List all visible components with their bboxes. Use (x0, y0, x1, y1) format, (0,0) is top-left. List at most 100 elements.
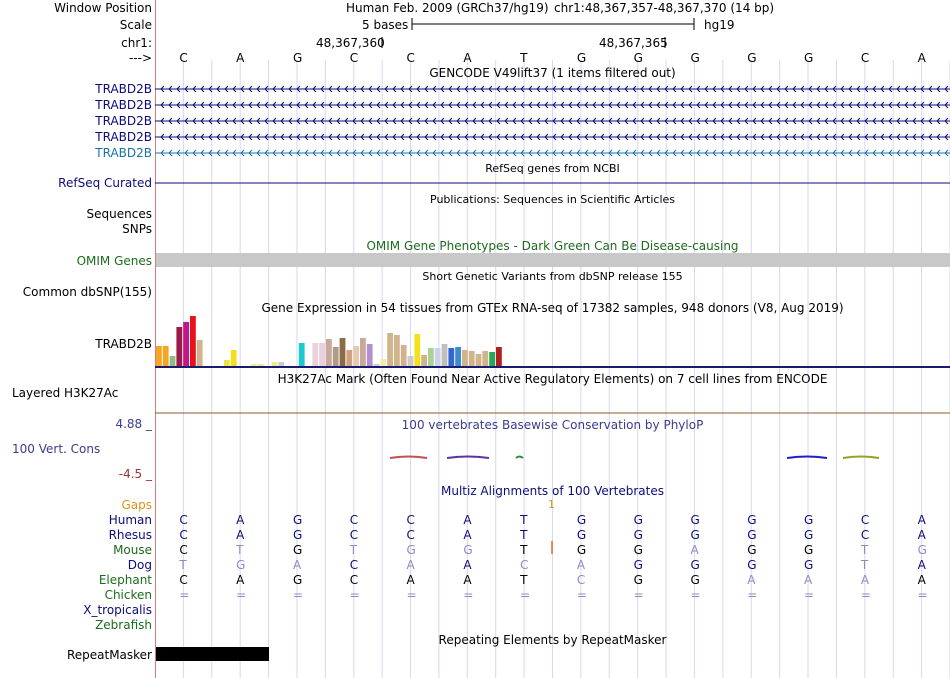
omim-genes-label[interactable]: OMIM Genes (76, 254, 152, 268)
strand-arrow (672, 149, 677, 157)
gtex-tissue-bar (258, 364, 264, 366)
species-label[interactable]: Dog (127, 558, 152, 572)
strand-arrow (240, 133, 245, 141)
species-label[interactable]: Zebrafish (95, 618, 152, 632)
phylop-label[interactable]: 100 Vert. Cons (12, 442, 101, 456)
strand-arrow (776, 149, 781, 157)
species-label[interactable]: Mouse (113, 543, 152, 557)
gencode-transcript-label[interactable]: TRABD2B (95, 114, 152, 128)
strand-arrow (176, 133, 181, 141)
strand-arrow (640, 133, 645, 141)
strand-arrow (592, 85, 597, 93)
sequences-label[interactable]: Sequences (86, 207, 152, 221)
strand-arrow (624, 133, 629, 141)
strand-arrow (464, 149, 469, 157)
strand-arrow (752, 101, 757, 109)
strand-arrow (440, 117, 445, 125)
strand-arrow (664, 117, 669, 125)
phylop-track-title[interactable]: 100 vertebrates Basewise Conservation by… (401, 418, 704, 432)
strand-arrow (560, 117, 565, 125)
strand-arrow (560, 85, 565, 93)
strand-arrow (176, 149, 181, 157)
strand-arrow (256, 101, 261, 109)
gtex-tissue-bar (387, 333, 393, 366)
refseq-track-title[interactable]: RefSeq genes from NCBI (485, 162, 620, 175)
repeatmasker-track-title[interactable]: Repeating Elements by RepeatMasker (438, 633, 667, 647)
phylop-score-mark (842, 455, 880, 459)
gtex-tissue-bar (319, 343, 325, 366)
strand-arrow (496, 85, 501, 93)
strand-arrow (384, 133, 389, 141)
strand-arrow (488, 85, 493, 93)
h3k27ac-track-title[interactable]: H3K27Ac Mark (Often Found Near Active Re… (277, 372, 828, 386)
alignment-base: A (292, 558, 302, 572)
strand-arrow (632, 117, 637, 125)
species-label[interactable]: Rhesus (108, 528, 152, 542)
alignment-base: G (633, 513, 643, 527)
dbsnp-label[interactable]: Common dbSNP(155) (22, 285, 152, 299)
strand-arrow (888, 101, 893, 109)
repeatmasker-label[interactable]: RepeatMasker (66, 648, 152, 662)
phylop-min-label: -4.5 _ (118, 467, 152, 481)
strand-arrow (328, 85, 333, 93)
strand-arrow (736, 117, 741, 125)
strand-arrow (280, 101, 285, 109)
strand-arrow (600, 149, 605, 157)
alignment-base: G (690, 558, 700, 572)
alignment-base: A (463, 528, 472, 542)
coord-left: 48,367,360 (316, 36, 385, 50)
strand-arrow (336, 117, 341, 125)
publications-track-title[interactable]: Publications: Sequences in Scientific Ar… (430, 193, 675, 206)
strand-arrow (672, 85, 677, 93)
gtex-gene-label[interactable]: TRABD2B (95, 337, 152, 351)
strand-arrow (248, 85, 253, 93)
snps-label[interactable]: SNPs (122, 222, 152, 236)
gencode-track-title[interactable]: GENCODE V49lift37 (1 items filtered out) (429, 66, 676, 80)
strand-arrow (512, 117, 517, 125)
gtex-tissue-bar (169, 356, 176, 366)
strand-arrow (352, 85, 357, 93)
strand-arrow (432, 149, 437, 157)
strand-arrow (800, 101, 805, 109)
species-label[interactable]: Human (108, 513, 152, 527)
strand-arrow (600, 85, 605, 93)
gencode-transcript-label[interactable]: TRABD2B (95, 146, 152, 160)
strand-arrow (192, 117, 197, 125)
strand-arrow (704, 133, 709, 141)
gtex-track-title[interactable]: Gene Expression in 54 tissues from GTEx … (261, 301, 844, 315)
gencode-transcript-label[interactable]: TRABD2B (95, 130, 152, 144)
gencode-transcript-label[interactable]: TRABD2B (95, 98, 152, 112)
species-label[interactable]: Elephant (98, 573, 152, 587)
alignment-base: T (520, 573, 528, 587)
gtex-tissue-bar (421, 355, 427, 366)
strand-arrow (568, 117, 573, 125)
gencode-transcript-label[interactable]: TRABD2B (95, 82, 152, 96)
base-letter: A (917, 51, 926, 65)
strand-arrow (808, 149, 813, 157)
gtex-tissue-bar (156, 346, 162, 366)
species-label[interactable]: Chicken (104, 588, 152, 602)
position-text[interactable]: chr1:48,367,357-48,367,370 (14 bp) (554, 1, 775, 15)
strand-arrow (768, 85, 773, 93)
strand-arrow (392, 85, 397, 93)
species-label[interactable]: X_tropicalis (83, 603, 152, 617)
alignment-base: G (292, 528, 303, 542)
strand-arrow (680, 85, 685, 93)
strand-arrow (192, 133, 197, 141)
dbsnp-track-title[interactable]: Short Genetic Variants from dbSNP releas… (422, 270, 683, 283)
strand-arrow (760, 117, 765, 125)
refseq-curated-label[interactable]: RefSeq Curated (58, 176, 152, 190)
strand-arrow (600, 117, 605, 125)
strand-arrow (712, 133, 717, 141)
multiz-track-title[interactable]: Multiz Alignments of 100 Vertebrates (440, 484, 665, 498)
strand-arrow (352, 133, 357, 141)
h3k27ac-label[interactable]: Layered H3K27Ac (12, 386, 119, 400)
strand-arrow (624, 117, 629, 125)
strand-arrow (424, 85, 429, 93)
scale-label: Scale (119, 18, 152, 32)
strand-arrow (912, 101, 917, 109)
omim-track-title[interactable]: OMIM Gene Phenotypes - Dark Green Can Be… (366, 239, 739, 253)
strand-arrow (160, 149, 165, 157)
strand-arrow (480, 149, 485, 157)
gaps-label[interactable]: Gaps (121, 498, 152, 512)
